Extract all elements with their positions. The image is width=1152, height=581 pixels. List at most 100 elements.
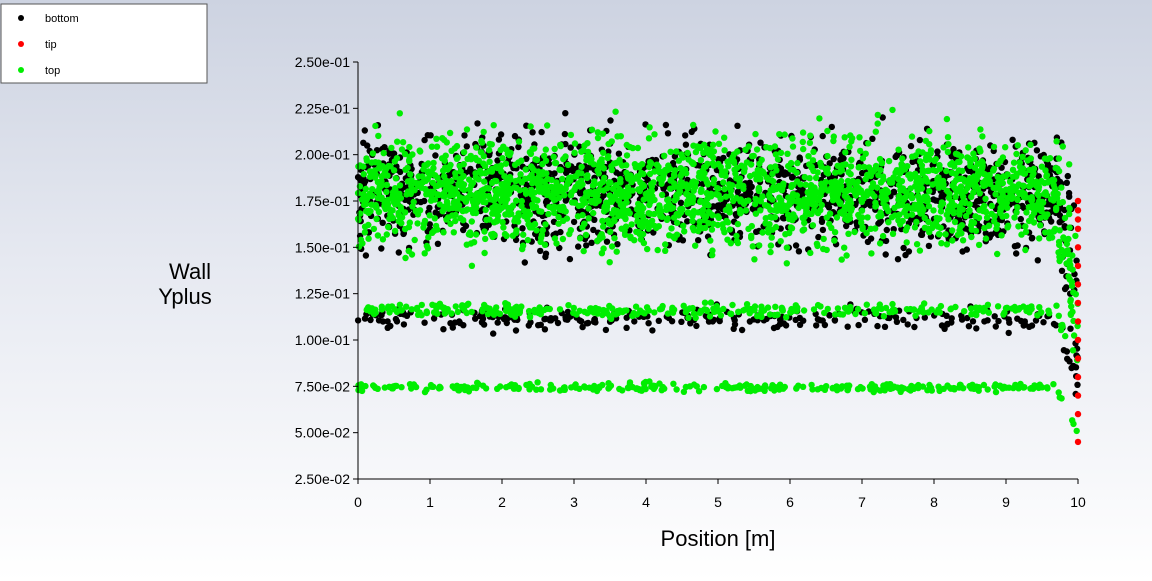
point-top [751,200,759,208]
point-bottom [814,316,822,323]
point-top [402,166,409,173]
point-top [643,218,650,225]
point-top [889,106,896,114]
point-top [576,235,584,242]
point-bottom [588,239,595,246]
point-top [378,173,385,180]
point-top [895,196,902,203]
point-bottom [460,322,467,329]
point-top [585,205,592,212]
point-top [497,383,504,390]
point-top [423,308,430,315]
point-top [646,124,653,131]
point-top [384,305,391,312]
point-top [605,140,612,148]
point-top [379,236,387,243]
point-top [824,305,831,313]
point-top [441,310,448,317]
point-top [844,216,851,224]
point-top [391,227,399,235]
point-top [901,194,908,201]
point-top [856,214,863,221]
point-bottom [361,315,369,322]
point-bottom [855,321,862,329]
point-top [580,247,587,255]
point-top [749,153,756,160]
point-top [469,209,477,217]
point-top [673,231,681,238]
point-top [396,182,404,189]
point-top [980,170,987,177]
point-top [621,231,629,238]
point-top [1010,159,1018,166]
point-top [644,245,651,253]
point-top [912,170,919,177]
point-top [581,220,588,228]
point-top [700,383,708,391]
point-top [587,159,594,166]
point-top [544,122,551,129]
point-top [568,189,575,196]
point-bottom [361,127,368,134]
point-top [551,235,559,242]
point-top [846,212,853,219]
point-top [425,160,432,167]
point-bottom [1066,358,1073,365]
point-top [407,190,414,197]
point-top [493,218,500,225]
point-top [517,171,524,178]
point-bottom [551,170,558,177]
point-top [951,385,958,392]
point-top [975,214,983,222]
point-top [810,207,818,214]
x-tick-label: 8 [930,494,938,510]
point-top [446,129,454,137]
y-tick-label: 5.00e-02 [295,425,350,441]
point-top [707,299,715,306]
point-top [808,163,815,170]
point-top [745,197,752,204]
point-top [771,143,779,150]
point-top [979,179,987,186]
point-bottom [890,188,898,195]
point-top [378,182,385,189]
point-top [461,186,468,194]
point-top [454,308,462,316]
point-top [968,311,975,318]
point-top [938,240,945,247]
point-top [824,152,831,160]
point-top [957,153,965,160]
point-top [865,164,873,171]
point-bottom [631,318,638,325]
point-top [721,147,728,154]
point-top [823,246,830,254]
point-top [370,382,377,389]
point-top [926,141,933,148]
point-top [891,383,898,390]
point-top [774,156,782,163]
point-top [490,230,497,238]
point-bottom [527,319,534,326]
point-top [908,195,916,202]
point-bottom [748,183,755,190]
point-top [696,223,703,230]
point-top [497,162,505,169]
point-top [390,167,398,174]
point-top [573,172,580,180]
point-bottom [874,322,881,330]
point-top [752,130,759,138]
point-top [771,311,778,319]
point-top [1009,185,1016,192]
y-axis-title-line1: Wall [169,259,211,284]
point-top [529,204,537,211]
point-top [436,383,443,390]
point-top [463,126,471,133]
point-top [392,175,400,182]
point-top [360,171,367,178]
point-top [366,191,373,198]
point-top [673,219,681,226]
point-top [959,206,966,213]
point-top [499,219,506,226]
point-bottom [583,242,590,249]
point-top [587,308,595,315]
